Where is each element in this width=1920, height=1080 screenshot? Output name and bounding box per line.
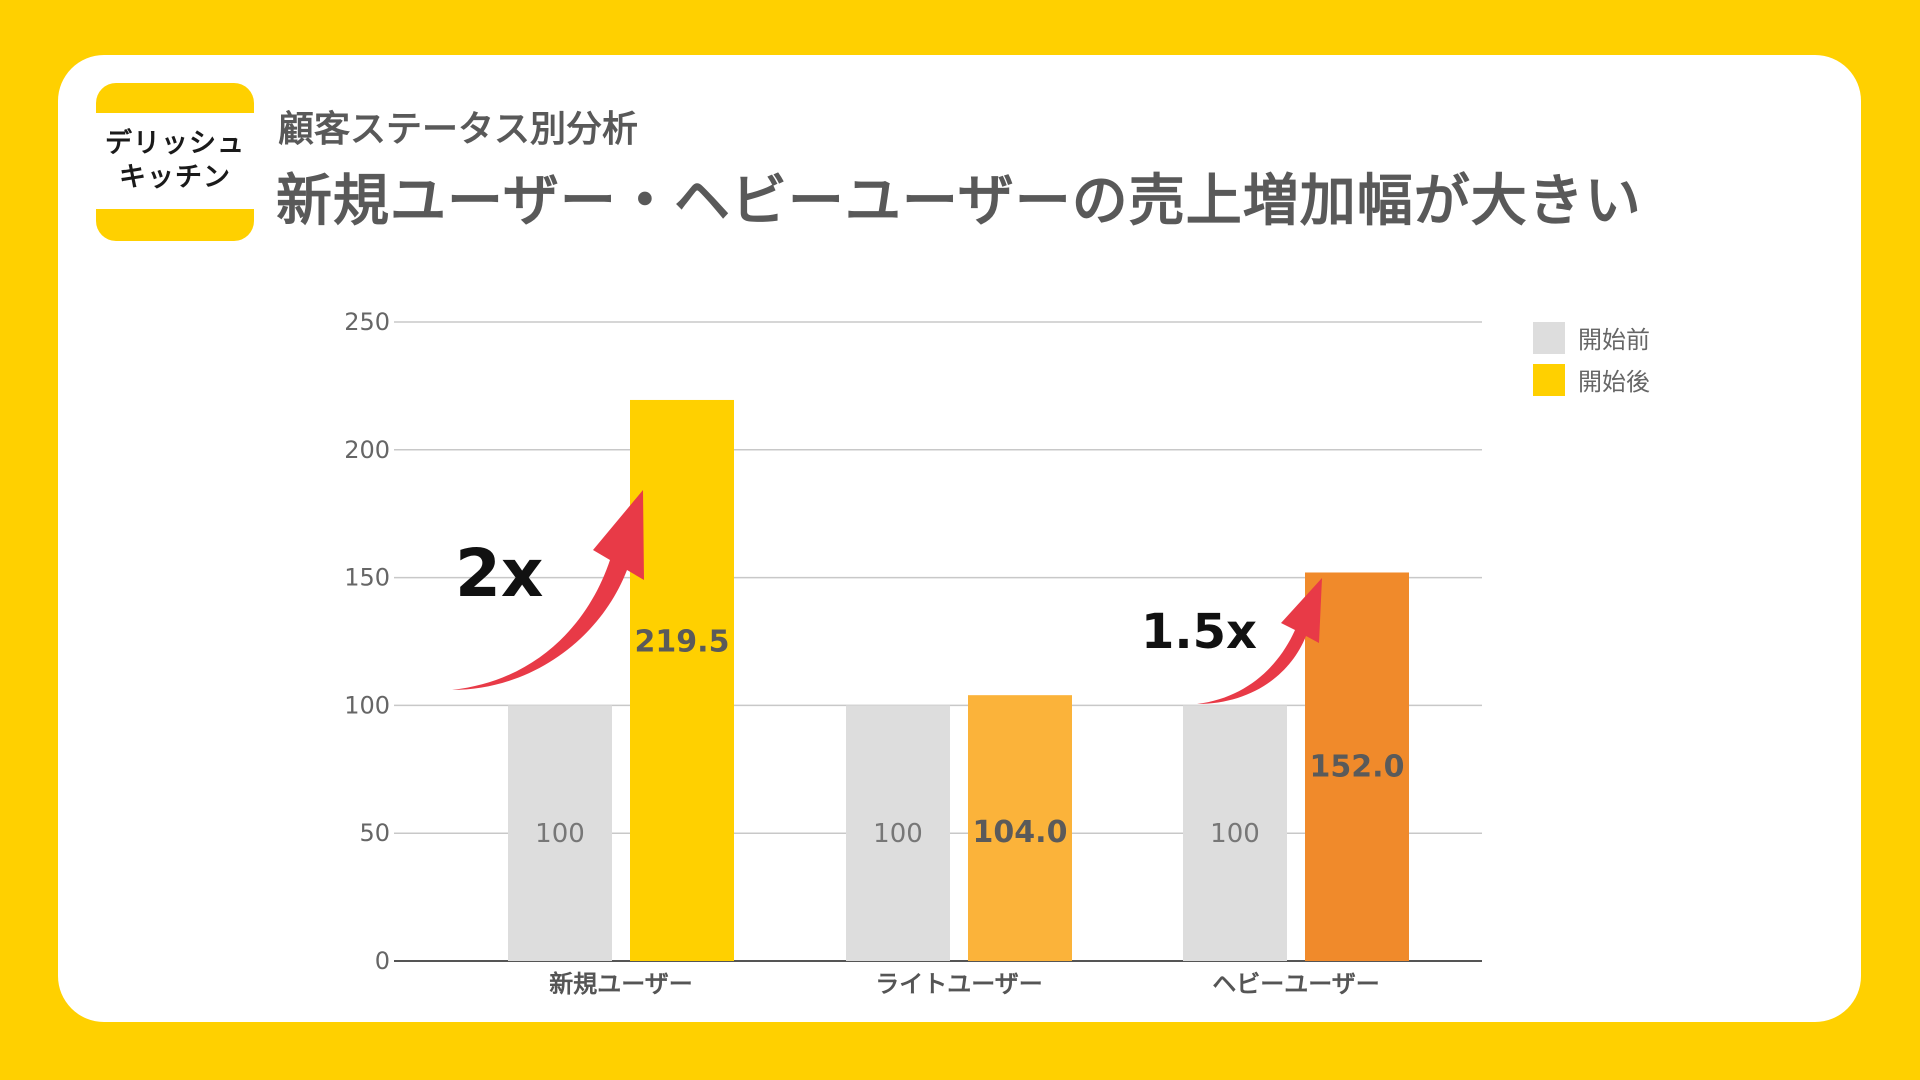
data-label-before: 100 <box>535 819 585 849</box>
legend-label: 開始後 <box>1578 368 1650 396</box>
data-label-after: 104.0 <box>973 815 1068 850</box>
x-tick-label: ライトユーザー <box>875 970 1043 998</box>
page-title: 新規ユーザー・ヘビーユーザーの売上増加幅が大きい <box>276 169 1642 234</box>
data-label-before: 100 <box>873 819 923 849</box>
y-tick-label: 250 <box>344 308 390 336</box>
growth-arrow-1-5x <box>1197 578 1322 704</box>
bar-before <box>846 705 950 961</box>
logo-text-line2: キッチン <box>119 162 231 193</box>
legend-swatch <box>1533 322 1565 354</box>
content-card <box>58 55 1861 1022</box>
logo-text-line1: デリッシュ <box>105 128 245 159</box>
x-tick-label: ヘビーユーザー <box>1212 970 1380 998</box>
legend-label: 開始前 <box>1578 326 1650 354</box>
bar-after <box>1305 572 1409 961</box>
y-tick-label: 100 <box>344 691 390 719</box>
logo-band: デリッシュ キッチン <box>96 113 254 209</box>
multiplier-label: 2x <box>455 535 544 612</box>
bar-after <box>968 695 1072 961</box>
growth-arrow-shape <box>1197 578 1322 704</box>
bar-before <box>1183 705 1287 961</box>
x-tick-label: 新規ユーザー <box>549 970 693 998</box>
y-tick-label: 200 <box>344 436 390 464</box>
bar-after <box>630 399 734 961</box>
logo: デリッシュ キッチン <box>96 83 254 241</box>
bar-before <box>508 705 612 961</box>
y-tick-label: 50 <box>359 819 390 847</box>
growth-arrow-2x <box>452 490 644 690</box>
y-tick-label: 150 <box>344 564 390 592</box>
growth-arrow-shape <box>452 490 644 690</box>
legend-swatch <box>1533 364 1565 396</box>
data-label-before: 100 <box>1210 819 1260 849</box>
multiplier-label: 1.5x <box>1141 604 1257 660</box>
page-subtitle: 顧客ステータス別分析 <box>278 109 639 150</box>
data-label-after: 152.0 <box>1310 749 1405 784</box>
data-label-after: 219.5 <box>635 624 730 659</box>
y-tick-label: 0 <box>375 947 390 975</box>
